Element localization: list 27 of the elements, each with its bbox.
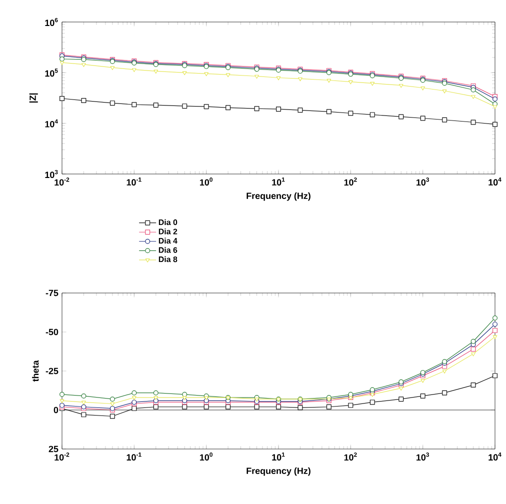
x-tick-label: 10$^{-1}$ [126, 178, 142, 186]
x-tick-label: 10$^{1}$ [272, 452, 285, 461]
y-tick-label: 10$^{3}$ [45, 170, 58, 178]
x-tick-label: 10$^{2}$ [344, 178, 357, 186]
x-tick-label: 10$^{0}$ [200, 452, 212, 461]
x-tick-label: 10$^{0}$ [200, 178, 212, 186]
y-tick-label: 25 [48, 446, 58, 452]
y-tick-label: -75 [46, 290, 58, 296]
y-tick-label: 10$^{6}$ [45, 18, 58, 26]
x-tick-label: 10$^{-2}$ [54, 452, 70, 461]
x-axis-title: Frequency (Hz) [246, 467, 310, 476]
x-tick-label: 10$^{1}$ [272, 178, 285, 186]
x-tick-label: 10$^{-1}$ [126, 452, 142, 461]
y-tick-label: 10$^{4}$ [45, 119, 58, 128]
x-tick-label: 10$^{3}$ [416, 452, 430, 461]
y-axis-title: |Z| [29, 93, 38, 103]
y-tick-label: -25 [46, 368, 58, 374]
x-tick-label: 10$^{4}$ [488, 178, 502, 186]
y-axis-title: theta [32, 360, 39, 382]
x-tick-label: 10$^{-2}$ [54, 178, 70, 186]
y-tick-label: -50 [46, 328, 58, 336]
y-tick-label: 0 [54, 406, 58, 414]
x-axis-title: Frequency (Hz) [246, 192, 310, 201]
y-tick-label: 10$^{5}$ [45, 68, 58, 77]
x-tick-label: 10$^{2}$ [344, 452, 357, 461]
x-tick-label: 10$^{3}$ [416, 178, 430, 186]
x-tick-label: 10$^{4}$ [488, 452, 502, 461]
